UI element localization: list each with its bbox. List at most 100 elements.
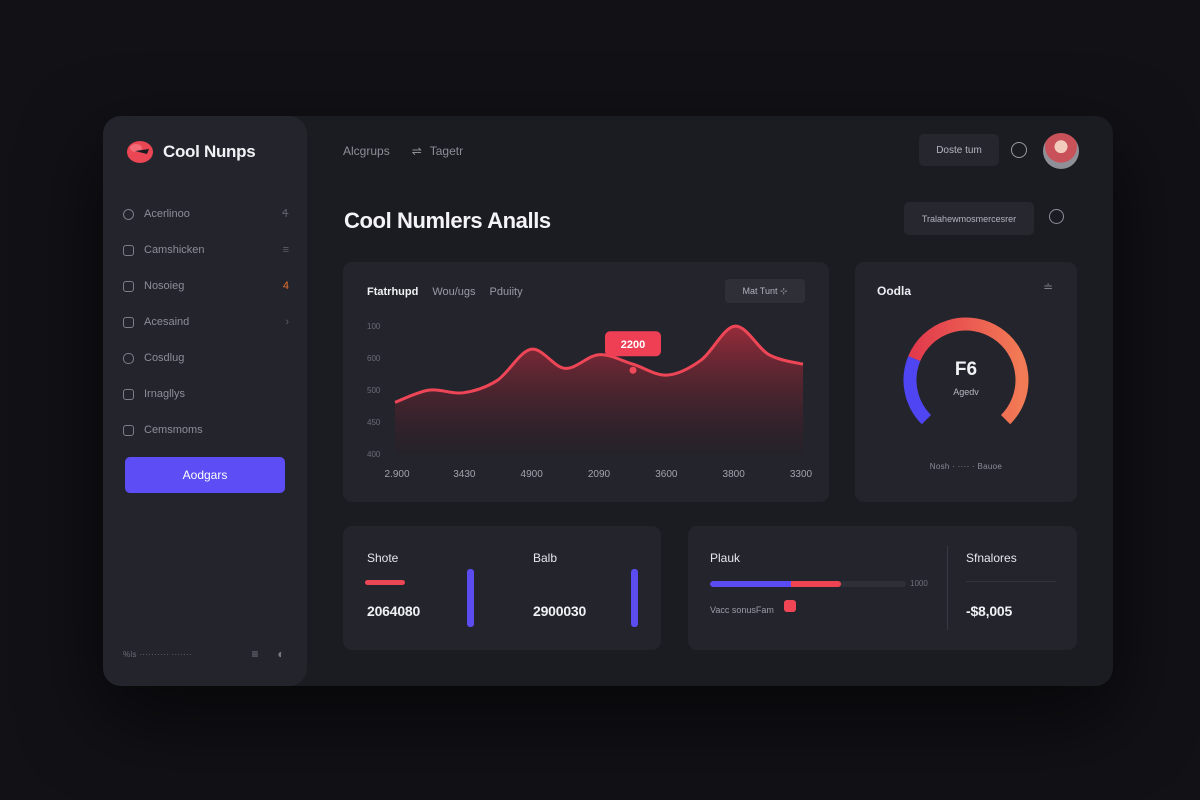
gauge-card: Oodla ≐ F6 Agedv Nosh · ···· · Bauoe bbox=[855, 262, 1077, 502]
header-action-button[interactable]: Doste tum bbox=[919, 134, 999, 166]
series-line bbox=[394, 324, 804, 404]
stat-label-left: Shote bbox=[367, 551, 399, 565]
gauge-chart bbox=[903, 317, 1029, 425]
sidebar-item-label: Acerlinoo bbox=[144, 208, 190, 220]
progress-label: Plauk bbox=[710, 551, 741, 565]
progress-bar bbox=[710, 581, 906, 587]
x-tick-label: 4900 bbox=[521, 469, 544, 480]
divider bbox=[966, 581, 1056, 582]
sidebar-item-label: Acesaind bbox=[144, 316, 190, 328]
stat-bar-right bbox=[631, 569, 638, 627]
area-chart: 100 600 500 450 400 2.900 3430 4900 2090 3600 3800… bbox=[367, 322, 813, 480]
y-tick-label: 100 bbox=[367, 322, 381, 331]
stats-card: Shote 2064080 Balb 2900030 bbox=[343, 526, 661, 650]
stat-bar-left bbox=[467, 569, 474, 627]
y-tick-label: 450 bbox=[367, 418, 381, 427]
sidebar-item-6[interactable]: Irnagllys bbox=[123, 376, 289, 412]
tab-chart-2[interactable]: Wou/ugs bbox=[432, 286, 476, 298]
gauge-segment-low bbox=[903, 356, 932, 425]
breadcrumb-label: Tagetr bbox=[429, 144, 464, 158]
chart-filter-label: Mat Tunt bbox=[742, 285, 778, 296]
globe-icon[interactable]: ◐ bbox=[277, 647, 285, 661]
x-tick-label: 2.900 bbox=[384, 469, 409, 480]
sidebar-item-badge: 4 bbox=[282, 280, 289, 292]
progress-caption: Vacc sonusFam bbox=[710, 605, 774, 615]
x-tick-label: 2090 bbox=[588, 469, 611, 480]
gauge-title: Oodla bbox=[877, 284, 912, 298]
sidebar-nav: Acerlinoo Ꮞ Camshicken ≡ Nosoieg 4 Acesa… bbox=[123, 196, 289, 448]
x-tick-label: 3600 bbox=[655, 469, 678, 480]
building-icon bbox=[123, 424, 134, 436]
stat-label-right: Balb bbox=[533, 551, 558, 565]
sidebar-item-7[interactable]: Cemsmoms bbox=[123, 412, 289, 448]
avatar[interactable] bbox=[1043, 133, 1079, 169]
total-label: Sfnalores bbox=[966, 551, 1017, 565]
menu-icon[interactable]: ≡ bbox=[251, 647, 259, 661]
primary-action-button[interactable]: Aodgars bbox=[125, 457, 285, 493]
sidebar-item-label: Irnagllys bbox=[144, 388, 185, 400]
more-icon[interactable]: ≐ bbox=[1043, 280, 1054, 294]
edit-icon bbox=[123, 316, 134, 328]
total-value: -$8,005 bbox=[966, 603, 1013, 619]
breadcrumb: Alcgrups ⇌ Tagetr bbox=[343, 144, 463, 158]
sidebar-item-label: Cosdlug bbox=[144, 352, 185, 364]
tab-chart-3[interactable]: Pduiity bbox=[489, 286, 523, 298]
grid-icon bbox=[123, 244, 134, 256]
chart-card: Ftatrhupd Wou/ugs Pduiity Mat Tunt ⊹ 100… bbox=[343, 262, 829, 502]
progress-marker[interactable] bbox=[784, 600, 796, 612]
image-icon bbox=[123, 388, 134, 400]
sidebar-footer: %ls ·········· ······· ≡ ◐ bbox=[123, 646, 289, 662]
plus-icon: ⊹ bbox=[779, 285, 788, 296]
brand[interactable]: Cool Nunps bbox=[125, 138, 256, 166]
sidebar-item-label: Cemsmoms bbox=[144, 424, 203, 436]
gauge-sublabel: Agedv bbox=[953, 387, 979, 397]
stat-indicator-left bbox=[365, 580, 405, 585]
brand-logo-icon bbox=[127, 141, 153, 163]
filter-dropdown[interactable]: Tralahewmosmercesrer bbox=[904, 202, 1034, 235]
highlight-point[interactable] bbox=[629, 366, 637, 374]
area-fill bbox=[395, 326, 803, 454]
stat-value-left: 2064080 bbox=[367, 603, 421, 619]
tab-chart-1[interactable]: Ftatrhupd bbox=[367, 286, 419, 298]
breadcrumb-item[interactable]: Alcgrups bbox=[343, 144, 390, 158]
progress-fill bbox=[710, 581, 842, 587]
chart-tabs: Ftatrhupd Wou/ugs Pduiity bbox=[367, 286, 523, 298]
notification-icon[interactable] bbox=[1011, 142, 1027, 158]
sidebar-item-4[interactable]: Acesaind › bbox=[123, 304, 289, 340]
progress-card: Plauk 1000 Vacc sonusFam Sfnalores -$8,0… bbox=[688, 526, 1077, 650]
sidebar-item-5[interactable]: Cosdlug bbox=[123, 340, 289, 376]
app-window: Cool Nunps Acerlinoo Ꮞ Camshicken ≡ Noso… bbox=[103, 116, 1113, 686]
tooltip-value: 2200 bbox=[621, 339, 645, 351]
breadcrumb-item[interactable]: ⇌ Tagetr bbox=[412, 144, 463, 158]
sidebar-item-label: Nosoieg bbox=[144, 280, 185, 292]
settings-icon[interactable] bbox=[1049, 209, 1064, 224]
page-title: Cool Numlers Analls bbox=[344, 208, 551, 233]
divider bbox=[947, 546, 948, 630]
chevron-right-icon: › bbox=[285, 316, 289, 328]
sidebar-item-3[interactable]: Nosoieg 4 bbox=[123, 268, 289, 304]
stat-value-right: 2900030 bbox=[533, 603, 587, 619]
sidebar-item-trail: ≡ bbox=[282, 244, 289, 256]
y-tick-label: 500 bbox=[367, 386, 381, 395]
y-tick-label: 400 bbox=[367, 450, 381, 459]
y-tick-label: 600 bbox=[367, 354, 381, 363]
sidebar-item-trail: Ꮞ bbox=[282, 207, 289, 220]
x-tick-label: 3800 bbox=[723, 469, 746, 480]
x-tick-label: 3430 bbox=[453, 469, 476, 480]
x-tick-label: 3300 bbox=[790, 469, 813, 480]
brand-name: Cool Nunps bbox=[163, 142, 256, 161]
progress-end-label: 1000 bbox=[910, 579, 928, 588]
swap-icon: ⇌ bbox=[411, 144, 422, 158]
sidebar-item-2[interactable]: Camshicken ≡ bbox=[123, 232, 289, 268]
chat-icon bbox=[123, 352, 134, 364]
sidebar-item-1[interactable]: Acerlinoo Ꮞ bbox=[123, 196, 289, 232]
archive-icon bbox=[123, 280, 134, 292]
gauge-legend: Nosh · ···· · Bauoe bbox=[929, 462, 1003, 471]
sidebar-item-label: Camshicken bbox=[144, 244, 205, 256]
sidebar: Cool Nunps Acerlinoo Ꮞ Camshicken ≡ Noso… bbox=[103, 116, 307, 686]
sidebar-footer-text: %ls ·········· ······· bbox=[123, 649, 193, 659]
tooltip-box bbox=[605, 331, 661, 357]
gauge-segment-high bbox=[908, 317, 1029, 425]
chart-filter-button[interactable]: Mat Tunt ⊹ bbox=[725, 279, 805, 303]
globe-icon bbox=[123, 208, 134, 220]
